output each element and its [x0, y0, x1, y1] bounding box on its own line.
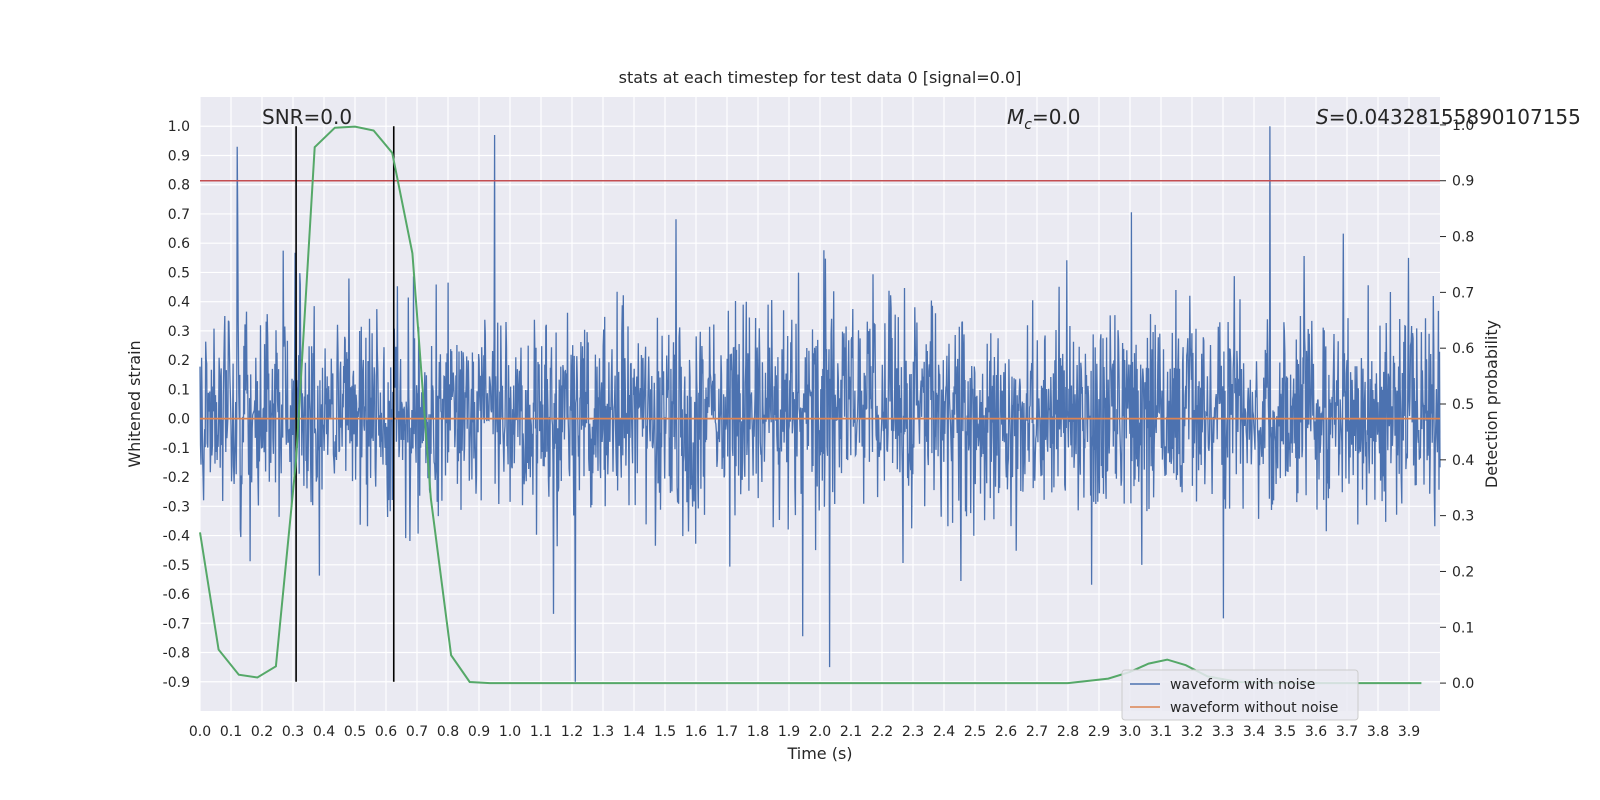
y-tick-6: -0.3: [163, 499, 190, 515]
x-tick-28: 2.8: [1057, 724, 1079, 740]
x-tick-19: 1.9: [778, 724, 800, 740]
y-axis-label: Whitened strain: [125, 340, 144, 467]
y-tick-13: 0.4: [168, 295, 190, 311]
x-tick-15: 1.5: [654, 724, 676, 740]
y2-tick-9: 0.9: [1452, 174, 1474, 190]
mc-subscript: c: [1024, 117, 1032, 133]
y-tick-11: 0.2: [168, 353, 190, 369]
x-tick-31: 3.1: [1150, 724, 1172, 740]
y-tick-14: 0.5: [168, 265, 190, 281]
y2-tick-5: 0.5: [1452, 397, 1474, 413]
x-tick-27: 2.7: [1026, 724, 1048, 740]
s-symbol: S: [1316, 105, 1329, 129]
chart-title: stats at each timestep for test data 0 […: [619, 68, 1022, 87]
x-tick-24: 2.4: [933, 724, 955, 740]
x-tick-37: 3.7: [1336, 724, 1358, 740]
chirp-mass-annotation: Mc=0.0: [1007, 105, 1081, 133]
x-tick-16: 1.6: [685, 724, 707, 740]
legend-label-without-noise: waveform without noise: [1170, 700, 1338, 716]
x-tick-32: 3.2: [1181, 724, 1203, 740]
y-tick-7: -0.2: [163, 470, 190, 486]
y2-tick-0: 0.0: [1452, 676, 1474, 692]
x-tick-33: 3.3: [1212, 724, 1234, 740]
x-tick-5: 0.5: [344, 724, 366, 740]
x-tick-20: 2.0: [809, 724, 831, 740]
x-tick-34: 3.4: [1243, 724, 1265, 740]
x-tick-9: 0.9: [468, 724, 490, 740]
waveform-with-noise-line: [199, 126, 1441, 682]
y2-tick-8: 0.8: [1452, 230, 1474, 246]
y2-tick-labels: 0.0 0.1 0.2 0.3 0.4 0.5 0.6 0.7 0.8 0.9 1.0: [1440, 118, 1474, 692]
snr-annotation: SNR=0.0: [262, 105, 352, 129]
y2-axis-label: Detection probability: [1482, 320, 1501, 488]
y-tick-10: 0.1: [168, 382, 190, 398]
y-tick-17: 0.8: [168, 178, 190, 194]
x-tick-13: 1.3: [592, 724, 614, 740]
detection-probability-line: [199, 125, 1422, 685]
x-tick-7: 0.7: [406, 724, 428, 740]
y-tick-3: -0.6: [163, 587, 190, 603]
s-statistic-annotation: S=0.04328155890107155: [1316, 105, 1581, 129]
x-tick-17: 1.7: [716, 724, 738, 740]
x-tick-23: 2.3: [902, 724, 924, 740]
x-axis-label: Time (s): [786, 744, 852, 763]
y-tick-1: -0.8: [163, 646, 190, 662]
y-tick-16: 0.7: [168, 207, 190, 223]
x-tick-22: 2.2: [871, 724, 893, 740]
series-waveform-with-noise: [199, 126, 1441, 682]
grid-lines: [199, 97, 1440, 711]
x-tick-8: 0.8: [437, 724, 459, 740]
x-tick-14: 1.4: [623, 724, 645, 740]
vertical-markers: [295, 126, 395, 682]
y2-tick-4: 0.4: [1452, 453, 1474, 469]
y-tick-18: 0.9: [168, 148, 190, 164]
y-tick-labels: -0.9 -0.8 -0.7 -0.6 -0.5 -0.4 -0.3 -0.2 -0.1 0.0 0…: [163, 119, 190, 691]
y-tick-5: -0.4: [163, 529, 190, 545]
y-tick-12: 0.3: [168, 324, 190, 340]
y2-tick-2: 0.2: [1452, 564, 1474, 580]
y2-tick-7: 0.7: [1452, 285, 1474, 301]
x-tick-30: 3.0: [1119, 724, 1141, 740]
x-tick-38: 3.8: [1367, 724, 1389, 740]
y-tick-4: -0.5: [163, 558, 190, 574]
x-tick-2: 0.2: [251, 724, 273, 740]
mc-symbol: M: [1007, 105, 1024, 129]
x-tick-36: 3.6: [1305, 724, 1327, 740]
y-tick-9: 0.0: [168, 412, 190, 428]
x-tick-11: 1.1: [530, 724, 552, 740]
y2-tick-6: 0.6: [1452, 341, 1474, 357]
legend-label-with-noise: waveform with noise: [1170, 677, 1315, 693]
x-tick-0: 0.0: [189, 724, 211, 740]
y-tick-19: 1.0: [168, 119, 190, 135]
x-tick-21: 2.1: [840, 724, 862, 740]
y-tick-8: -0.1: [163, 441, 190, 457]
x-tick-1: 0.1: [220, 724, 242, 740]
series-detection-probability: [199, 125, 1422, 685]
y2-tick-1: 0.1: [1452, 620, 1474, 636]
y-tick-2: -0.7: [163, 616, 190, 632]
legend: waveform with noise waveform without noi…: [1121, 669, 1359, 721]
y2-tick-3: 0.3: [1452, 509, 1474, 525]
x-tick-25: 2.5: [964, 724, 986, 740]
x-tick-10: 1.0: [499, 724, 521, 740]
y-tick-0: -0.9: [163, 675, 190, 691]
y-tick-15: 0.6: [168, 236, 190, 252]
x-tick-3: 0.3: [282, 724, 304, 740]
mc-value: =0.0: [1032, 105, 1081, 129]
x-tick-6: 0.6: [375, 724, 397, 740]
x-tick-4: 0.4: [313, 724, 335, 740]
x-tick-39: 3.9: [1398, 724, 1420, 740]
legend-box: [1121, 669, 1359, 721]
s-value: =0.04328155890107155: [1329, 105, 1581, 129]
x-tick-29: 2.9: [1088, 724, 1110, 740]
y2-tick-10: 1.0: [1452, 118, 1474, 134]
x-tick-18: 1.8: [747, 724, 769, 740]
x-tick-12: 1.2: [561, 724, 583, 740]
x-tick-35: 3.5: [1274, 724, 1296, 740]
x-tick-26: 2.6: [995, 724, 1017, 740]
x-tick-labels: 0.0 0.1 0.2 0.3 0.4 0.5 0.6 0.7 0.8 0.9 1.0 1.1 1.2 1…: [189, 724, 1420, 740]
